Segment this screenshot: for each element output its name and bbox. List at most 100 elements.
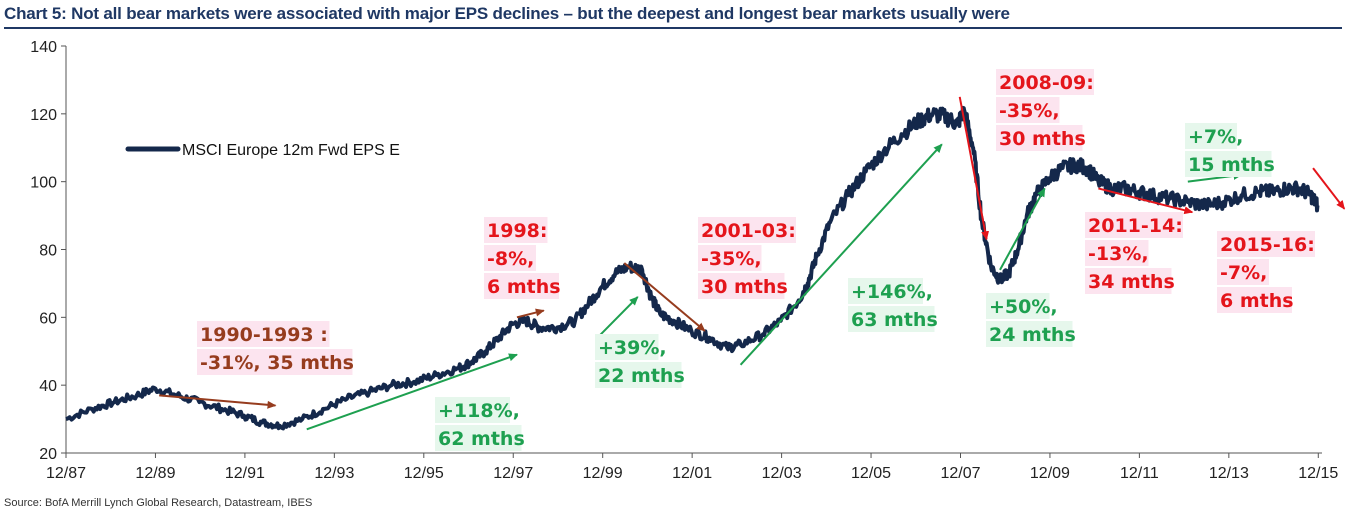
- annotation-bg: [435, 397, 510, 423]
- arrow-118: [306, 353, 518, 431]
- arrow-50: [999, 187, 1046, 271]
- arrow-2011-14: [1098, 187, 1194, 215]
- x-tick-label: 12/87: [46, 465, 86, 482]
- x-tick-label: 12/01: [672, 465, 712, 482]
- label-1990-93: 1990-1993 : -31%, 35 mths: [197, 321, 354, 375]
- annotation-bg: [848, 306, 935, 332]
- annotation-line: 2015-16:: [1220, 234, 1315, 256]
- annotation-bg: [1185, 123, 1237, 149]
- x-tick-label: 12/89: [135, 465, 175, 482]
- label-1998: 1998: -8%, 6 mths: [484, 217, 561, 299]
- annotation-bg: [484, 217, 548, 243]
- annotation-bg: [698, 245, 762, 271]
- annotation-line: +39%,: [598, 337, 667, 359]
- annotation-line: +50%,: [989, 296, 1058, 318]
- annotation-bg: [848, 278, 923, 304]
- annotation-line: +146%,: [851, 281, 933, 303]
- annotation-line: 30 mths: [701, 276, 788, 298]
- label-2011-14: 2011-14: -13%, 34 mths: [1085, 212, 1183, 294]
- arrow-39: [596, 296, 639, 339]
- label-118: +118%, 62 mths: [435, 397, 525, 451]
- annotation-bg: [986, 321, 1073, 347]
- title-rule: [4, 27, 1342, 29]
- y-tick-label: 40: [39, 378, 57, 395]
- annotation-line: -31%, 35 mths: [200, 352, 354, 374]
- annotation-line: 2011-14:: [1088, 215, 1183, 237]
- legend-label: MSCI Europe 12m Fwd EPS E: [182, 142, 400, 159]
- annotation-line: 6 mths: [1220, 290, 1294, 312]
- annotation-bg: [197, 321, 330, 347]
- annotation-bg: [1085, 268, 1172, 294]
- line-chart: 20 40 60 80 100 120 140 12/87 12/89 12/91 12/93 12/…: [30, 39, 1346, 482]
- annotation-line: 2001-03:: [701, 220, 796, 242]
- annotation-bg: [1217, 231, 1315, 257]
- y-tick-label: 80: [39, 243, 57, 260]
- annotation-line: 1998:: [487, 220, 547, 242]
- x-tick-label: 12/07: [940, 465, 980, 482]
- annotation-line: -8%,: [487, 248, 534, 270]
- label-7: +7%, 15 mths: [1185, 123, 1275, 177]
- annotation-line: -35%,: [999, 100, 1060, 122]
- y-tick-label: 140: [30, 39, 57, 56]
- x-tick-label: 12/95: [404, 465, 444, 482]
- annotation-line: 1990-1993 :: [200, 324, 328, 346]
- annotation-line: 22 mths: [598, 365, 685, 387]
- annotation-line: 34 mths: [1088, 271, 1175, 293]
- source-note: Source: BofA Merrill Lynch Global Resear…: [4, 497, 313, 509]
- annotation-line: -13%,: [1088, 243, 1149, 265]
- annotation-line: 24 mths: [989, 324, 1076, 346]
- arrow-1990-93: [159, 394, 277, 409]
- annotation-line: 15 mths: [1188, 154, 1275, 176]
- arrow-2015-16: [1312, 167, 1346, 210]
- arrow-146: [739, 143, 943, 366]
- annotation-line: 63 mths: [851, 309, 938, 331]
- eps-series-line: [65, 105, 1320, 431]
- annotation-bg: [1185, 151, 1272, 177]
- y-tick-label: 60: [39, 310, 57, 327]
- y-tick-label: 120: [30, 107, 57, 124]
- chart-title: Chart 5: Not all bear markets were assoc…: [4, 4, 1010, 23]
- annotation-line: 30 mths: [999, 128, 1086, 150]
- y-tick-label: 100: [30, 175, 57, 192]
- x-tick-label: 12/99: [583, 465, 623, 482]
- annotation-bg: [996, 97, 1060, 123]
- y-tick-label: 20: [39, 446, 57, 463]
- x-tick-label: 12/15: [1298, 465, 1338, 482]
- annotation-bg: [484, 273, 559, 299]
- label-2015-16: 2015-16: -7%, 6 mths: [1217, 231, 1315, 313]
- annotation-bg: [698, 217, 796, 243]
- annotation-bg: [435, 425, 522, 451]
- arrow-1998: [516, 308, 545, 319]
- arrow-2001-03: [623, 262, 706, 332]
- annotation-bg: [1085, 240, 1149, 266]
- annotation-line: 6 mths: [487, 276, 561, 298]
- label-2008-09: 2008-09: -35%, 30 mths: [996, 69, 1094, 151]
- annotation-bg: [698, 273, 785, 299]
- annotation-line: -7%,: [1220, 262, 1267, 284]
- annotation-bg: [986, 293, 1050, 319]
- arrow-2008-09: [958, 96, 990, 241]
- x-tick-label: 12/05: [851, 465, 891, 482]
- annotation-line: +7%,: [1188, 126, 1243, 148]
- label-146: +146%, 63 mths: [848, 278, 938, 332]
- annotation-bg: [996, 125, 1083, 151]
- x-tick-label: 12/91: [225, 465, 265, 482]
- annotation-bg: [484, 245, 536, 271]
- annotation-line: 62 mths: [438, 428, 525, 450]
- x-tick-label: 12/13: [1209, 465, 1249, 482]
- annotation-bg: [1085, 212, 1183, 238]
- annotation-bg: [1217, 259, 1269, 285]
- annotation-bg: [996, 69, 1094, 95]
- label-50: +50%, 24 mths: [986, 293, 1076, 347]
- annotation-line: 2008-09:: [999, 72, 1094, 94]
- x-tick-label: 12/93: [314, 465, 354, 482]
- annotation-bg: [1217, 287, 1292, 313]
- annotation-bg: [595, 362, 682, 388]
- annotation-line: +118%,: [438, 400, 520, 422]
- label-39: +39%, 22 mths: [595, 334, 685, 388]
- annotation-bg: [595, 334, 659, 360]
- x-tick-label: 12/11: [1120, 465, 1159, 482]
- label-2001-03: 2001-03: -35%, 30 mths: [698, 217, 796, 299]
- annotation-line: -35%,: [701, 248, 762, 270]
- x-tick-label: 12/09: [1030, 465, 1070, 482]
